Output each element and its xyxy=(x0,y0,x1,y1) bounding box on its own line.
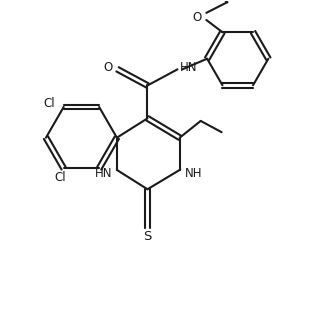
Text: O: O xyxy=(104,61,113,74)
Text: O: O xyxy=(193,11,202,24)
Text: HN: HN xyxy=(95,166,112,180)
Text: S: S xyxy=(143,230,152,244)
Text: Cl: Cl xyxy=(55,171,66,184)
Text: HN: HN xyxy=(180,61,198,74)
Text: NH: NH xyxy=(184,166,202,180)
Text: Cl: Cl xyxy=(43,97,55,110)
